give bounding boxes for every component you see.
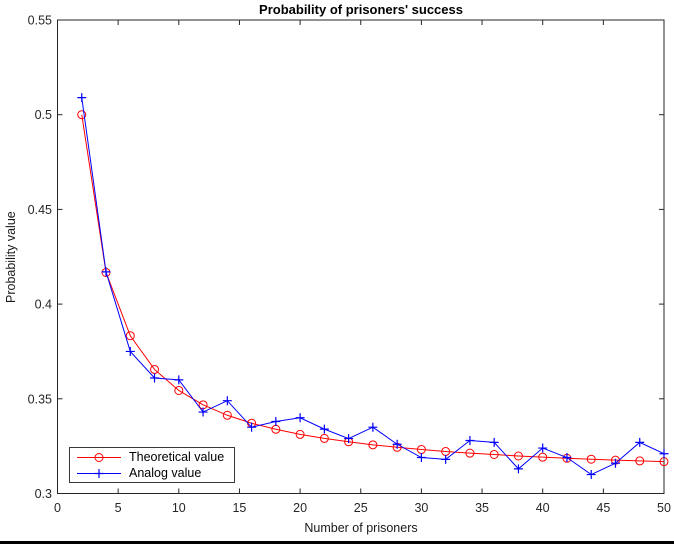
legend-entry-theoretical: Theoretical value <box>75 450 234 465</box>
x-tick-label: 0 <box>54 501 61 515</box>
plus-marker <box>319 424 329 434</box>
plus-marker <box>441 454 451 464</box>
legend-swatch-theoretical-circle-icon <box>77 452 121 462</box>
plus-marker <box>247 422 257 432</box>
circle-marker <box>489 449 499 459</box>
x-tick-label: 35 <box>475 501 489 515</box>
plus-marker <box>635 437 645 447</box>
circle-marker <box>513 451 523 461</box>
circle-marker <box>77 110 87 120</box>
analog-series <box>77 93 669 480</box>
series-line <box>81 97 665 476</box>
circle-marker <box>465 448 475 458</box>
x-axis-ticks: 0 5 10 15 20 25 30 35 40 45 50 <box>54 20 671 515</box>
circle-marker <box>125 331 135 341</box>
circle-marker <box>538 452 548 462</box>
y-axis-ticks: 0.3 0.35 0.4 0.45 0.5 0.55 <box>28 14 664 501</box>
plus-marker <box>465 435 475 445</box>
legend-entry-analog: Analog value <box>75 466 234 481</box>
legend-box: Theoretical value Analog value <box>69 447 235 483</box>
x-tick-label: 5 <box>115 501 122 515</box>
window-bottom-border <box>0 541 674 544</box>
plus-marker <box>344 434 354 444</box>
circle-marker <box>150 364 160 374</box>
plus-marker <box>562 453 572 463</box>
plus-marker <box>198 407 208 417</box>
plus-marker <box>368 422 378 432</box>
circle-marker <box>368 440 378 450</box>
circle-marker <box>295 429 305 439</box>
plus-marker <box>222 396 232 406</box>
plus-marker <box>295 413 305 423</box>
x-tick-label: 20 <box>293 501 307 515</box>
x-tick-label: 10 <box>172 501 186 515</box>
plus-marker <box>392 439 402 449</box>
y-tick-label: 0.35 <box>28 392 52 406</box>
y-tick-label: 0.3 <box>35 487 52 501</box>
circle-marker <box>586 454 596 464</box>
plus-marker <box>610 458 620 468</box>
legend-label-theoretical: Theoretical value <box>129 449 225 464</box>
plus-marker <box>125 346 135 356</box>
x-tick-label: 25 <box>354 501 368 515</box>
plus-marker <box>150 373 160 383</box>
x-axis-label: Number of prisoners <box>304 521 418 535</box>
y-tick-label: 0.55 <box>28 14 52 28</box>
y-axis-label: Probability value <box>4 211 18 303</box>
plus-marker <box>659 449 669 459</box>
y-tick-label: 0.4 <box>35 298 52 312</box>
x-tick-label: 50 <box>657 501 671 515</box>
theoretical-series <box>77 110 669 467</box>
plus-marker <box>513 464 523 474</box>
legend-swatch-analog-plus-icon <box>77 468 121 478</box>
plus-marker <box>271 417 281 427</box>
x-tick-label: 45 <box>596 501 610 515</box>
circle-marker <box>174 385 184 395</box>
plus-marker <box>586 470 596 480</box>
x-tick-label: 30 <box>414 501 428 515</box>
chart-title: Probability of prisoners' success <box>259 2 463 17</box>
circle-marker <box>319 433 329 443</box>
series-line <box>81 114 665 463</box>
circle-marker <box>222 410 232 420</box>
y-tick-label: 0.45 <box>28 203 52 217</box>
y-tick-label: 0.5 <box>35 108 52 122</box>
axes-box <box>57 19 665 494</box>
legend-label-analog: Analog value <box>129 465 202 480</box>
plus-marker <box>174 375 184 385</box>
plus-marker <box>77 93 87 103</box>
circle-marker <box>635 456 645 466</box>
plus-marker <box>538 443 548 453</box>
x-tick-label: 15 <box>232 501 246 515</box>
x-tick-label: 40 <box>536 501 550 515</box>
plus-marker <box>101 267 111 277</box>
plus-marker <box>416 453 426 463</box>
plus-marker <box>489 437 499 447</box>
